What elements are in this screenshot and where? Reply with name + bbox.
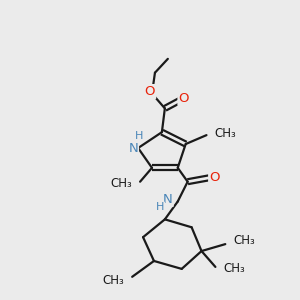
Text: H: H xyxy=(135,131,143,141)
Text: N: N xyxy=(128,142,138,154)
Text: O: O xyxy=(209,171,220,184)
Text: CH₃: CH₃ xyxy=(214,127,236,140)
Text: O: O xyxy=(145,85,155,98)
Text: CH₃: CH₃ xyxy=(110,177,132,190)
Text: CH₃: CH₃ xyxy=(223,262,245,275)
Text: O: O xyxy=(178,92,189,105)
Text: CH₃: CH₃ xyxy=(103,274,124,287)
Text: H: H xyxy=(156,202,164,212)
Text: N: N xyxy=(163,193,173,206)
Text: CH₃: CH₃ xyxy=(233,234,255,247)
